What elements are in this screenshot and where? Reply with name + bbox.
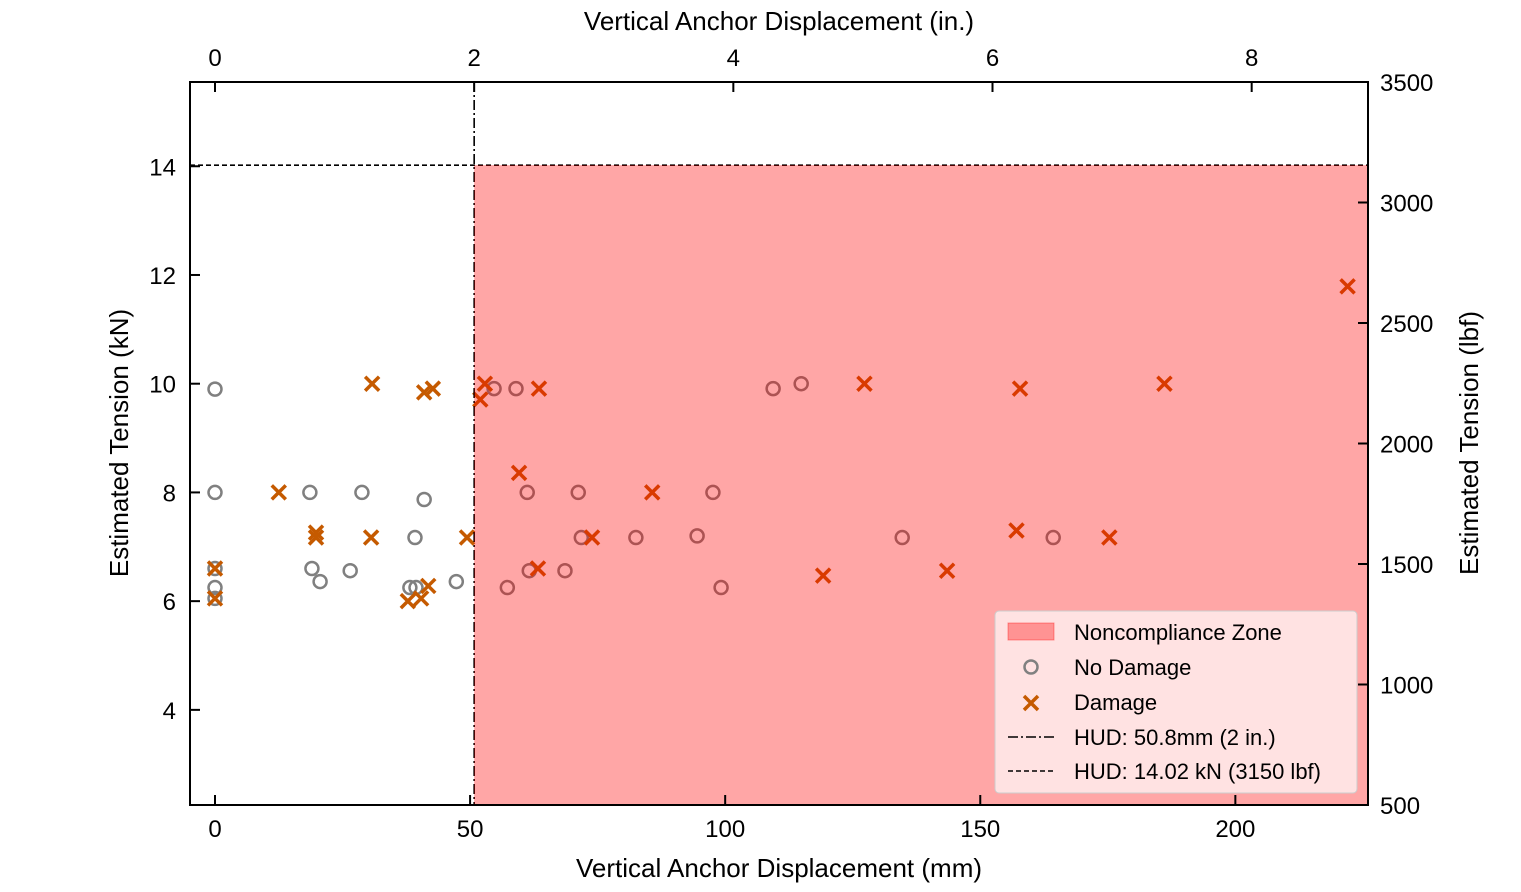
damage-point bbox=[1156, 375, 1173, 392]
x-tick-label: 0 bbox=[208, 816, 221, 843]
damage-point bbox=[270, 484, 288, 501]
x2-tick-label: 0 bbox=[208, 45, 221, 72]
damage-point bbox=[1011, 380, 1029, 397]
legend-hud-vertical-label: HUD: 50.8mm (2 in.) bbox=[1074, 725, 1276, 750]
damage-point bbox=[412, 590, 430, 607]
no-damage-point bbox=[793, 375, 809, 392]
damage-point bbox=[530, 380, 548, 397]
no-damage-point bbox=[519, 484, 535, 501]
no-damage-point bbox=[628, 529, 644, 546]
no-damage-point bbox=[448, 573, 465, 590]
no-damage-point bbox=[207, 579, 223, 596]
legend-hud-horizontal-label: HUD: 14.02 kN (3150 lbf) bbox=[1074, 759, 1321, 784]
y2-tick-label: 3500 bbox=[1380, 70, 1433, 97]
no-damage-point bbox=[508, 380, 524, 397]
y2-tick-label: 3000 bbox=[1380, 191, 1433, 218]
legend-zone-label: Noncompliance Zone bbox=[1074, 620, 1282, 645]
y-tick-label: 4 bbox=[163, 698, 176, 725]
y2-tick-label: 500 bbox=[1380, 793, 1420, 820]
damage-point bbox=[529, 560, 547, 577]
y2-tick-label: 1000 bbox=[1380, 673, 1433, 700]
damage-point bbox=[362, 529, 380, 546]
x2-tick-label: 6 bbox=[986, 45, 999, 72]
damage-point bbox=[1339, 278, 1356, 295]
no-damage-point bbox=[894, 529, 910, 546]
damage-point bbox=[510, 464, 528, 482]
no-damage-point bbox=[207, 381, 223, 397]
axes: 0 50 100 150 2000 2 4 6 846810121450010001500200… bbox=[149, 45, 1433, 843]
no-damage-point bbox=[765, 380, 781, 397]
no-damage-point bbox=[402, 579, 418, 596]
x2-axis-label: Vertical Anchor Displacement (in.) bbox=[584, 6, 974, 36]
damage-point bbox=[856, 375, 873, 392]
no-damage-point bbox=[354, 484, 370, 501]
no-damage-point bbox=[689, 528, 705, 544]
no-damage-point bbox=[557, 562, 573, 579]
y2-tick-label: 1500 bbox=[1380, 552, 1433, 579]
damage-point bbox=[363, 375, 381, 392]
legend-no-damage-marker bbox=[1023, 659, 1039, 675]
damage-point bbox=[472, 391, 489, 408]
damage-point bbox=[938, 562, 956, 579]
legend-zone-swatch bbox=[1007, 622, 1055, 641]
legend-damage-marker bbox=[1022, 694, 1040, 712]
damage-point bbox=[583, 529, 601, 546]
legend-damage-label: Damage bbox=[1074, 690, 1157, 715]
no-damage-point bbox=[1045, 529, 1061, 546]
damage-point bbox=[206, 590, 224, 607]
damage-point bbox=[206, 560, 224, 577]
x-tick-label: 100 bbox=[705, 816, 745, 843]
no-damage-point bbox=[416, 491, 432, 508]
y-tick-label: 14 bbox=[149, 154, 176, 181]
y-tick-label: 12 bbox=[149, 263, 176, 290]
no-damage-point bbox=[407, 529, 423, 546]
x2-tick-label: 4 bbox=[727, 45, 740, 72]
no-damage-point bbox=[570, 484, 586, 501]
legend-no-damage-label: No Damage bbox=[1074, 655, 1191, 680]
y-tick-label: 6 bbox=[163, 589, 176, 616]
damage-point bbox=[415, 384, 433, 401]
damage-point bbox=[399, 592, 417, 610]
no-damage-point bbox=[207, 590, 223, 607]
y2-axis-label: Estimated Tension (lbf) bbox=[1454, 311, 1484, 575]
y-tick-label: 10 bbox=[149, 372, 176, 399]
no-damage-point bbox=[302, 484, 318, 501]
no-damage-point bbox=[499, 579, 516, 596]
no-damage-point bbox=[207, 560, 223, 577]
damage-point bbox=[420, 577, 437, 595]
x-tick-label: 50 bbox=[457, 816, 484, 843]
damage-point bbox=[307, 524, 325, 541]
no-damage-point bbox=[304, 560, 320, 577]
legend: Noncompliance Zone No Damage Damage HUD:… bbox=[994, 610, 1358, 794]
no-damage-point bbox=[573, 529, 590, 546]
x-tick-label: 150 bbox=[960, 816, 1000, 843]
damage-point bbox=[814, 567, 832, 584]
damage-point bbox=[458, 529, 476, 546]
y2-tick-label: 2500 bbox=[1380, 311, 1433, 338]
no-damage-point bbox=[713, 579, 729, 596]
damage-point bbox=[1101, 529, 1118, 546]
x-tick-label: 200 bbox=[1215, 816, 1255, 843]
damage-point bbox=[307, 529, 325, 546]
x2-tick-label: 2 bbox=[467, 45, 480, 72]
y-axis-label: Estimated Tension (kN) bbox=[104, 309, 134, 577]
damage-point bbox=[1008, 522, 1025, 539]
no-damage-point bbox=[705, 484, 721, 501]
damage-point bbox=[643, 484, 661, 501]
no-damage-point bbox=[207, 484, 223, 501]
no-damage-point bbox=[342, 562, 358, 579]
y-tick-label: 8 bbox=[163, 480, 176, 507]
x2-tick-label: 8 bbox=[1245, 45, 1258, 72]
damage-point bbox=[476, 375, 494, 392]
y2-tick-label: 2000 bbox=[1380, 432, 1433, 459]
no-damage-point bbox=[312, 573, 328, 590]
x-axis-label: Vertical Anchor Displacement (mm) bbox=[576, 853, 982, 883]
damage-point bbox=[424, 380, 442, 397]
